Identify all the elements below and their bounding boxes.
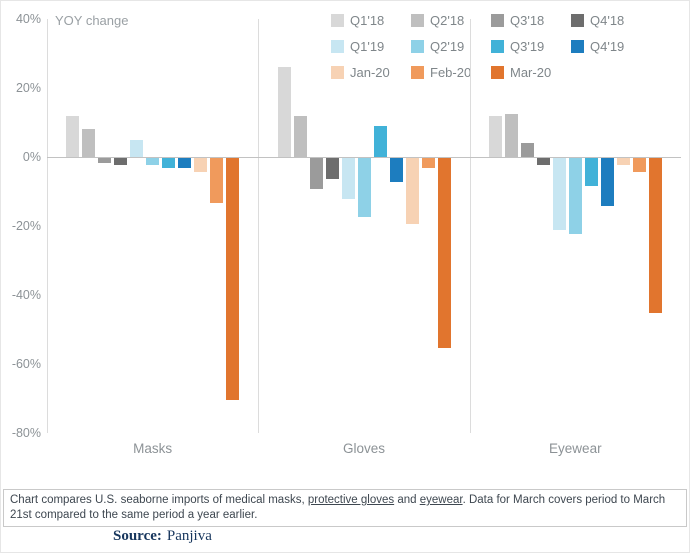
- legend-label: Q1'19: [350, 38, 385, 54]
- legend-item: Q1'18: [331, 7, 411, 33]
- legend-swatch: [571, 39, 584, 53]
- bar: [552, 158, 566, 231]
- legend-swatch: [331, 13, 344, 27]
- legend-item: Q3'18: [491, 7, 571, 33]
- y-axis-tick-label: -60%: [11, 357, 41, 371]
- bar: [82, 129, 96, 157]
- legend-item: Q3'19: [491, 33, 571, 59]
- legend-label: Q2'19: [430, 38, 465, 54]
- legend-label: Feb-20: [430, 64, 472, 80]
- footnote-link[interactable]: protective gloves: [307, 494, 395, 506]
- bar: [325, 158, 339, 179]
- legend-item: Q1'19: [331, 33, 411, 59]
- bar: [277, 67, 291, 157]
- category-label: Eyewear: [549, 441, 602, 456]
- bar: [114, 158, 128, 165]
- source-line: Source: Panjiva: [113, 528, 212, 545]
- bar: [357, 158, 371, 217]
- bar: [632, 158, 646, 172]
- y-axis-tick-label: -20%: [11, 219, 41, 233]
- bar: [600, 158, 614, 207]
- legend-swatch: [411, 65, 424, 79]
- y-axis-line: [47, 19, 48, 433]
- bar: [488, 115, 502, 157]
- y-axis-tick-label: -40%: [11, 288, 41, 302]
- legend: Q1'18 Q2'18 Q3'18 Q4'18 Q1'19 Q2'19 Q3'19 Q4'19…: [331, 7, 663, 85]
- group-separator-line: [258, 19, 260, 433]
- legend-label: Q2'18: [430, 12, 465, 28]
- bar: [130, 139, 144, 157]
- footnote-text-segment: Chart compares U.S. seaborne imports of …: [10, 494, 308, 506]
- legend-item: Q4'18: [571, 7, 651, 33]
- legend-label: Q4'18: [590, 12, 625, 28]
- y-axis-tick-label: -80%: [11, 426, 41, 440]
- y-axis-tick-label: 20%: [15, 81, 41, 95]
- zero-baseline: [47, 157, 681, 158]
- bar: [437, 158, 451, 348]
- bar-chart: YOY change Q1'18 Q2'18 Q3'18 Q4'18 Q1'19 Q2'1…: [1, 1, 689, 473]
- bar: [616, 158, 630, 165]
- legend-swatch: [491, 13, 504, 27]
- legend-label: Q4'19: [590, 38, 625, 54]
- bar: [405, 158, 419, 224]
- legend-swatch: [491, 39, 504, 53]
- bar: [98, 158, 112, 164]
- legend-label: Mar-20: [510, 64, 552, 80]
- legend-label: Jan-20: [350, 64, 390, 80]
- bar: [146, 158, 160, 165]
- legend-item: Q2'19: [411, 33, 491, 59]
- bar: [341, 158, 355, 200]
- legend-label: Q3'18: [510, 12, 545, 28]
- bar: [648, 158, 662, 314]
- legend-swatch: [571, 13, 584, 27]
- bar: [194, 158, 208, 172]
- bar: [536, 158, 550, 165]
- bar: [568, 158, 582, 234]
- legend-item: Mar-20: [491, 59, 571, 85]
- legend-swatch: [491, 65, 504, 79]
- bar: [373, 125, 387, 157]
- category-label: Masks: [133, 441, 173, 456]
- legend-swatch: [331, 65, 344, 79]
- legend-item: Q4'19: [571, 33, 651, 59]
- bar: [584, 158, 598, 186]
- footnote-link[interactable]: eyewear: [419, 494, 463, 506]
- bar: [226, 158, 240, 400]
- bar: [162, 158, 176, 169]
- bar: [520, 143, 534, 157]
- source-label: Source:: [113, 528, 162, 544]
- legend-label: Q3'19: [510, 38, 545, 54]
- footnote-text-segment: . Data for March covers period to March …: [10, 494, 666, 521]
- bar: [210, 158, 224, 203]
- group-separator-line: [469, 19, 471, 433]
- legend-label: Q1'18: [350, 12, 385, 28]
- bar: [421, 158, 435, 169]
- bar: [389, 158, 403, 183]
- legend-item: Feb-20: [411, 59, 491, 85]
- footnote-text: Chart compares U.S. seaborne imports of …: [10, 494, 665, 521]
- bar: [504, 113, 518, 157]
- y-axis-tick-label: 40%: [15, 12, 41, 26]
- bar: [178, 158, 192, 169]
- bar: [293, 115, 307, 157]
- legend-swatch: [331, 39, 344, 53]
- category-label: Gloves: [342, 441, 385, 456]
- y-axis-title: YOY change: [55, 13, 129, 28]
- footnote-text-segment: and: [394, 494, 420, 506]
- bar: [66, 115, 80, 157]
- y-axis-tick-label: 0%: [22, 150, 41, 164]
- source-value: Panjiva: [166, 528, 212, 544]
- bar: [309, 158, 323, 190]
- legend-swatch: [411, 39, 424, 53]
- footnote: Chart compares U.S. seaborne imports of …: [3, 489, 687, 527]
- legend-swatch: [411, 13, 424, 27]
- legend-item: Q2'18: [411, 7, 491, 33]
- legend-item: Jan-20: [331, 59, 411, 85]
